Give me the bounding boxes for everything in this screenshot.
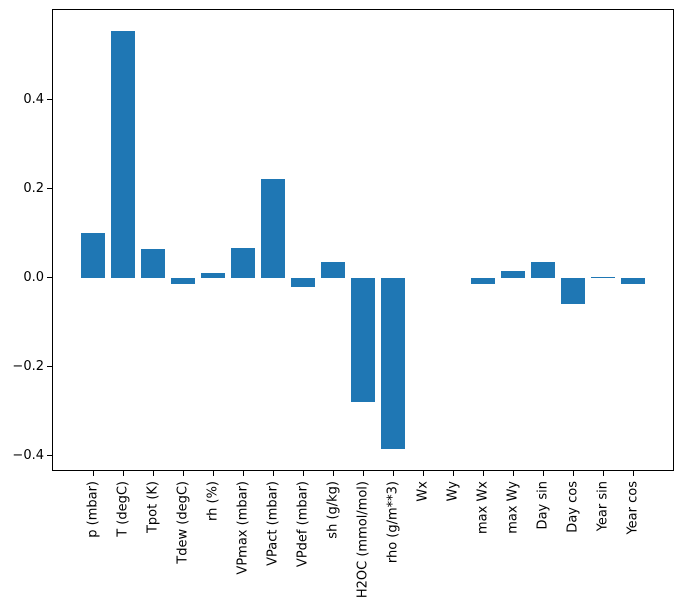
x-tick-label-max-wx: max Wx (475, 481, 491, 535)
bar-vpact-mbar (261, 179, 285, 278)
x-tick-mark (572, 471, 574, 476)
y-tick-mark (47, 277, 52, 279)
x-tick-label-h2oc-mmol-mol: H2OC (mmol/mol) (355, 481, 371, 599)
x-tick-mark (392, 471, 394, 476)
x-tick-mark (422, 471, 424, 476)
x-tick-label-rho-g-m-3: rho (g/m**3) (385, 481, 401, 564)
y-tick-label: −0.2 (12, 358, 44, 374)
bar-vpdef-mbar (291, 277, 315, 288)
x-tick-mark (332, 471, 334, 476)
y-tick-label: −0.4 (12, 447, 44, 463)
x-tick-label-max-wy: max Wy (505, 481, 521, 534)
bar-p-mbar (81, 233, 105, 278)
x-tick-mark (542, 471, 544, 476)
bar-vpmax-mbar (231, 247, 255, 278)
y-tick-mark (47, 366, 52, 368)
x-tick-label-p-mbar: p (mbar) (85, 481, 101, 538)
x-tick-label-tdew-degc: Tdew (degC) (175, 481, 191, 564)
bar-max-wx (471, 277, 495, 284)
x-tick-mark (482, 471, 484, 476)
bar-tpot-k (141, 248, 165, 278)
x-tick-mark (242, 471, 244, 476)
x-tick-label-t-degc: T (degC) (115, 481, 131, 537)
bar-year-sin (591, 276, 615, 278)
bar-h2oc-mmol-mol (351, 277, 375, 402)
x-tick-mark (302, 471, 304, 476)
x-tick-mark (152, 471, 154, 476)
x-tick-label-day-sin: Day sin (535, 481, 551, 530)
x-tick-mark (182, 471, 184, 476)
y-tick-mark (47, 188, 52, 190)
x-tick-label-day-cos: Day cos (565, 481, 581, 533)
y-tick-mark (47, 455, 52, 457)
y-tick-label: 0.0 (23, 269, 44, 285)
bar-year-cos (621, 277, 645, 284)
x-tick-mark (632, 471, 634, 476)
x-tick-label-year-sin: Year sin (595, 481, 611, 532)
x-tick-label-vpdef-mbar: VPdef (mbar) (295, 481, 311, 568)
x-tick-label-wx: Wx (415, 481, 431, 502)
x-tick-label-wy: Wy (445, 481, 461, 502)
bar-day-cos (561, 277, 585, 304)
y-tick-mark (47, 99, 52, 101)
bar-t-degc (111, 30, 135, 278)
y-tick-label: 0.2 (23, 180, 44, 196)
x-tick-mark (512, 471, 514, 476)
x-tick-mark (452, 471, 454, 476)
bar-sh-g-kg (321, 262, 345, 278)
x-tick-label-vpmax-mbar: VPmax (mbar) (235, 481, 251, 575)
x-tick-mark (602, 471, 604, 476)
x-tick-label-year-cos: Year cos (625, 481, 641, 535)
x-tick-mark (212, 471, 214, 476)
x-tick-mark (92, 471, 94, 476)
x-tick-label-vpact-mbar: VPact (mbar) (265, 481, 281, 566)
bar-max-wy (501, 270, 525, 278)
bar-rho-g-m-3 (381, 277, 405, 450)
bar-rh (201, 272, 225, 278)
bar-day-sin (531, 261, 555, 278)
bar-tdew-degc (171, 277, 195, 284)
x-tick-mark (272, 471, 274, 476)
x-tick-mark (362, 471, 364, 476)
x-tick-label-tpot-k: Tpot (K) (145, 481, 161, 534)
x-tick-mark (122, 471, 124, 476)
x-tick-label-rh: rh (%) (205, 481, 221, 521)
y-tick-label: 0.4 (23, 91, 44, 107)
x-tick-label-sh-g-kg: sh (g/kg) (325, 481, 341, 539)
